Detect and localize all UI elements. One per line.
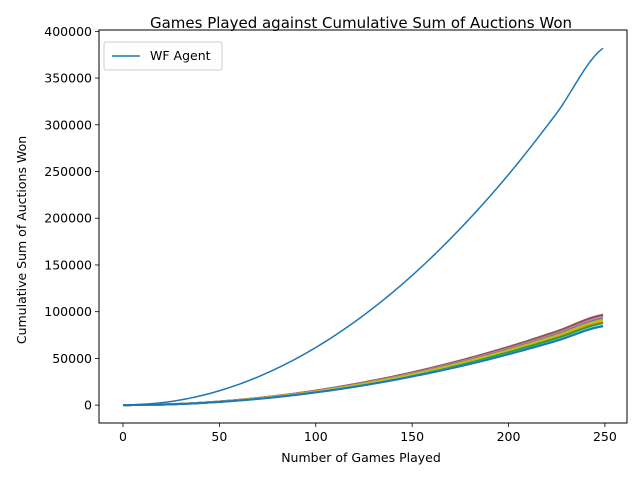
plot-frame <box>98 29 628 424</box>
y-tick-label: 0 <box>84 398 92 413</box>
legend-box <box>103 41 223 71</box>
x-tick-label: 100 <box>304 429 328 444</box>
x-tick-label: 200 <box>497 429 521 444</box>
y-tick-label: 200000 <box>44 211 92 226</box>
y-tick-label: 100000 <box>44 304 92 319</box>
x-tick-label: 50 <box>211 429 227 444</box>
x-tick-label: 150 <box>400 429 424 444</box>
y-tick-label: 350000 <box>44 71 92 86</box>
x-tick-label: 0 <box>119 429 127 444</box>
y-axis: 0 50000 100000 150000 200000 250000 300000 3500… <box>44 24 99 413</box>
y-tick-label: 50000 <box>52 351 92 366</box>
x-axis-label: Number of Games Played <box>281 450 441 465</box>
chart-title: Games Played against Cumulative Sum of A… <box>150 14 572 32</box>
x-axis: 0 50 100 150 200 250 <box>119 423 617 444</box>
y-axis-label: Cumulative Sum of Auctions Won <box>14 136 29 344</box>
y-tick-label: 250000 <box>44 164 92 179</box>
x-tick-label: 250 <box>593 429 617 444</box>
y-tick-label: 150000 <box>44 257 92 272</box>
legend-label-wf-agent: WF Agent <box>150 48 211 63</box>
y-tick-label: 400000 <box>44 24 92 39</box>
legend: WF Agent <box>103 41 223 71</box>
series-line-agent-10 <box>122 325 604 407</box>
series-line-wf-agent <box>122 47 604 406</box>
plot-area <box>122 47 604 407</box>
y-tick-label: 300000 <box>44 117 92 132</box>
